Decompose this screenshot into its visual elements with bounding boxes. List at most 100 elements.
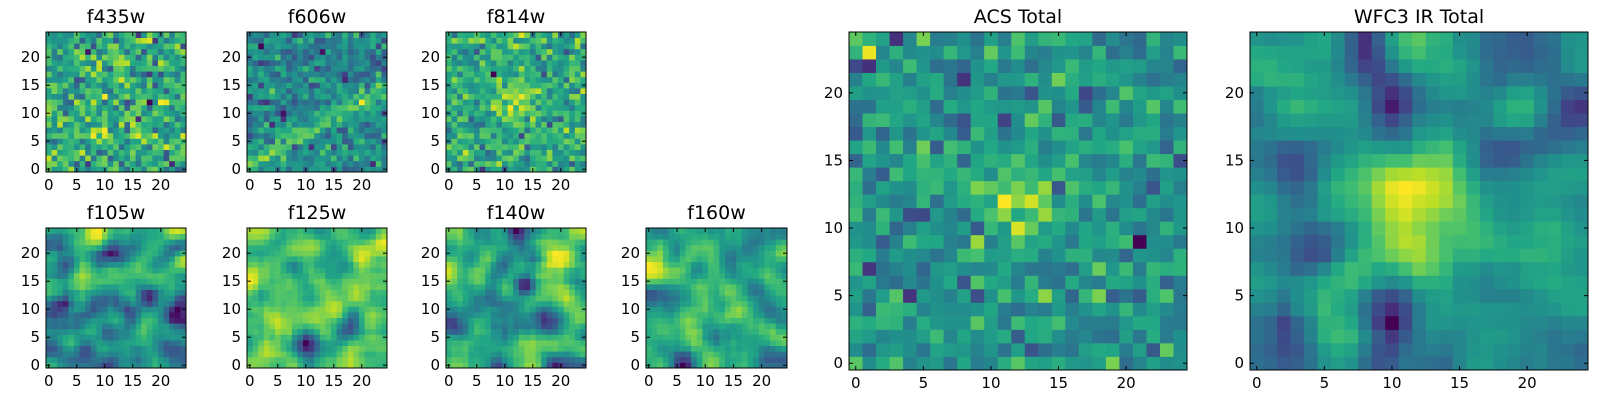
heatmap-cell [174, 166, 181, 173]
heatmap-cell [152, 340, 159, 346]
heatmap-cell [152, 267, 159, 274]
heatmap-cell [563, 149, 570, 156]
heatmap-cell [152, 295, 159, 302]
heatmap-cell [286, 289, 293, 296]
heatmap-cell [331, 132, 337, 139]
heatmap-cell [651, 284, 658, 290]
heatmap-cell [507, 272, 514, 279]
heatmap-cell [353, 116, 360, 122]
heatmap-cell [62, 317, 69, 324]
heatmap-cell [96, 239, 103, 246]
heatmap-cell [57, 289, 64, 296]
heatmap-cell [325, 317, 332, 324]
heatmap-cell [657, 317, 664, 324]
heatmap-cell [57, 99, 64, 106]
heatmap-cell [485, 93, 492, 100]
heatmap-cell [535, 54, 542, 61]
heatmap-cell [668, 356, 675, 363]
heatmap-cell [79, 155, 86, 162]
heatmap-cell [325, 88, 332, 94]
heatmap-cell [79, 250, 86, 257]
heatmap-cell [662, 261, 669, 268]
heatmap-cell [152, 345, 159, 352]
heatmap-cell [518, 317, 525, 324]
heatmap-cell [713, 328, 720, 335]
heatmap-cell [530, 340, 536, 346]
heatmap-cell [930, 194, 945, 209]
heatmap-cell [364, 328, 371, 335]
heatmap-cell [308, 351, 315, 358]
heatmap-cell [180, 76, 187, 83]
heatmap-cell [485, 256, 492, 262]
heatmap-cell [90, 88, 97, 94]
heatmap-cell [347, 149, 354, 156]
heatmap-cell [657, 256, 664, 262]
heatmap-cell [291, 289, 298, 296]
heatmap-cell [252, 166, 259, 173]
heatmap-cell [764, 351, 771, 358]
heatmap-cell [1038, 275, 1053, 290]
heatmap-cell [263, 82, 270, 89]
heatmap-cell [702, 284, 709, 290]
heatmap-cell [325, 121, 332, 128]
heatmap-cell [696, 340, 703, 346]
heatmap-cell [152, 278, 159, 285]
heatmap-cell [679, 228, 686, 234]
heatmap-cell [446, 261, 452, 268]
heatmap-cell [446, 116, 452, 122]
heatmap-cell [546, 132, 553, 139]
heatmap-cell [336, 244, 343, 251]
heatmap-cell [1132, 194, 1147, 209]
heatmap-cell [753, 317, 760, 324]
heatmap-cell [781, 351, 788, 358]
heatmap-cell [336, 71, 343, 78]
heatmap-cell [319, 116, 326, 122]
heatmap-cell [308, 99, 315, 106]
heatmap-cell [275, 244, 281, 251]
heatmap-cell [479, 351, 486, 358]
heatmap-cell [297, 233, 304, 240]
heatmap-cell [79, 121, 86, 128]
heatmap-cell [889, 342, 904, 357]
heatmap-cell [518, 121, 525, 128]
heatmap-cell [152, 132, 159, 139]
heatmap-cell [541, 155, 548, 162]
heatmap-cell [325, 340, 332, 346]
heatmap-cell [68, 300, 75, 307]
heatmap-cell [1105, 194, 1120, 209]
heatmap-cell [124, 256, 131, 262]
heatmap-cell [308, 127, 315, 134]
heatmap-cell [1051, 342, 1066, 357]
heatmap-cell [252, 149, 259, 156]
heatmap-cell [180, 267, 187, 274]
heatmap-cell [158, 239, 164, 246]
heatmap-cell [46, 121, 52, 128]
heatmap-cell [541, 278, 548, 285]
heatmap-cell [96, 99, 103, 106]
heatmap-cell [574, 54, 581, 61]
heatmap-cell [662, 323, 669, 330]
heatmap-cell [96, 54, 103, 61]
heatmap-cell [580, 345, 587, 352]
heatmap-cell [146, 110, 153, 117]
heatmap-cell [62, 284, 69, 290]
heatmap-cell [457, 312, 464, 318]
heatmap-cell [297, 149, 304, 156]
heatmap-cell [370, 334, 377, 341]
heatmap-cell [496, 233, 503, 240]
heatmap-cell [876, 261, 890, 276]
heatmap-cell [158, 244, 164, 251]
heatmap-cell [51, 345, 58, 352]
heatmap-cell [102, 127, 108, 134]
heatmap-cell [646, 328, 653, 335]
heatmap-cell [679, 295, 686, 302]
heatmap-cell [1105, 315, 1120, 330]
heatmap-cell [916, 167, 931, 182]
heatmap-cell [146, 239, 153, 246]
heatmap-cell [1078, 234, 1093, 249]
heatmap-cell [507, 127, 514, 134]
heatmap-cell [174, 362, 181, 369]
heatmap-cell [297, 328, 304, 335]
heatmap-cell [62, 278, 69, 285]
heatmap-cell [180, 295, 187, 302]
